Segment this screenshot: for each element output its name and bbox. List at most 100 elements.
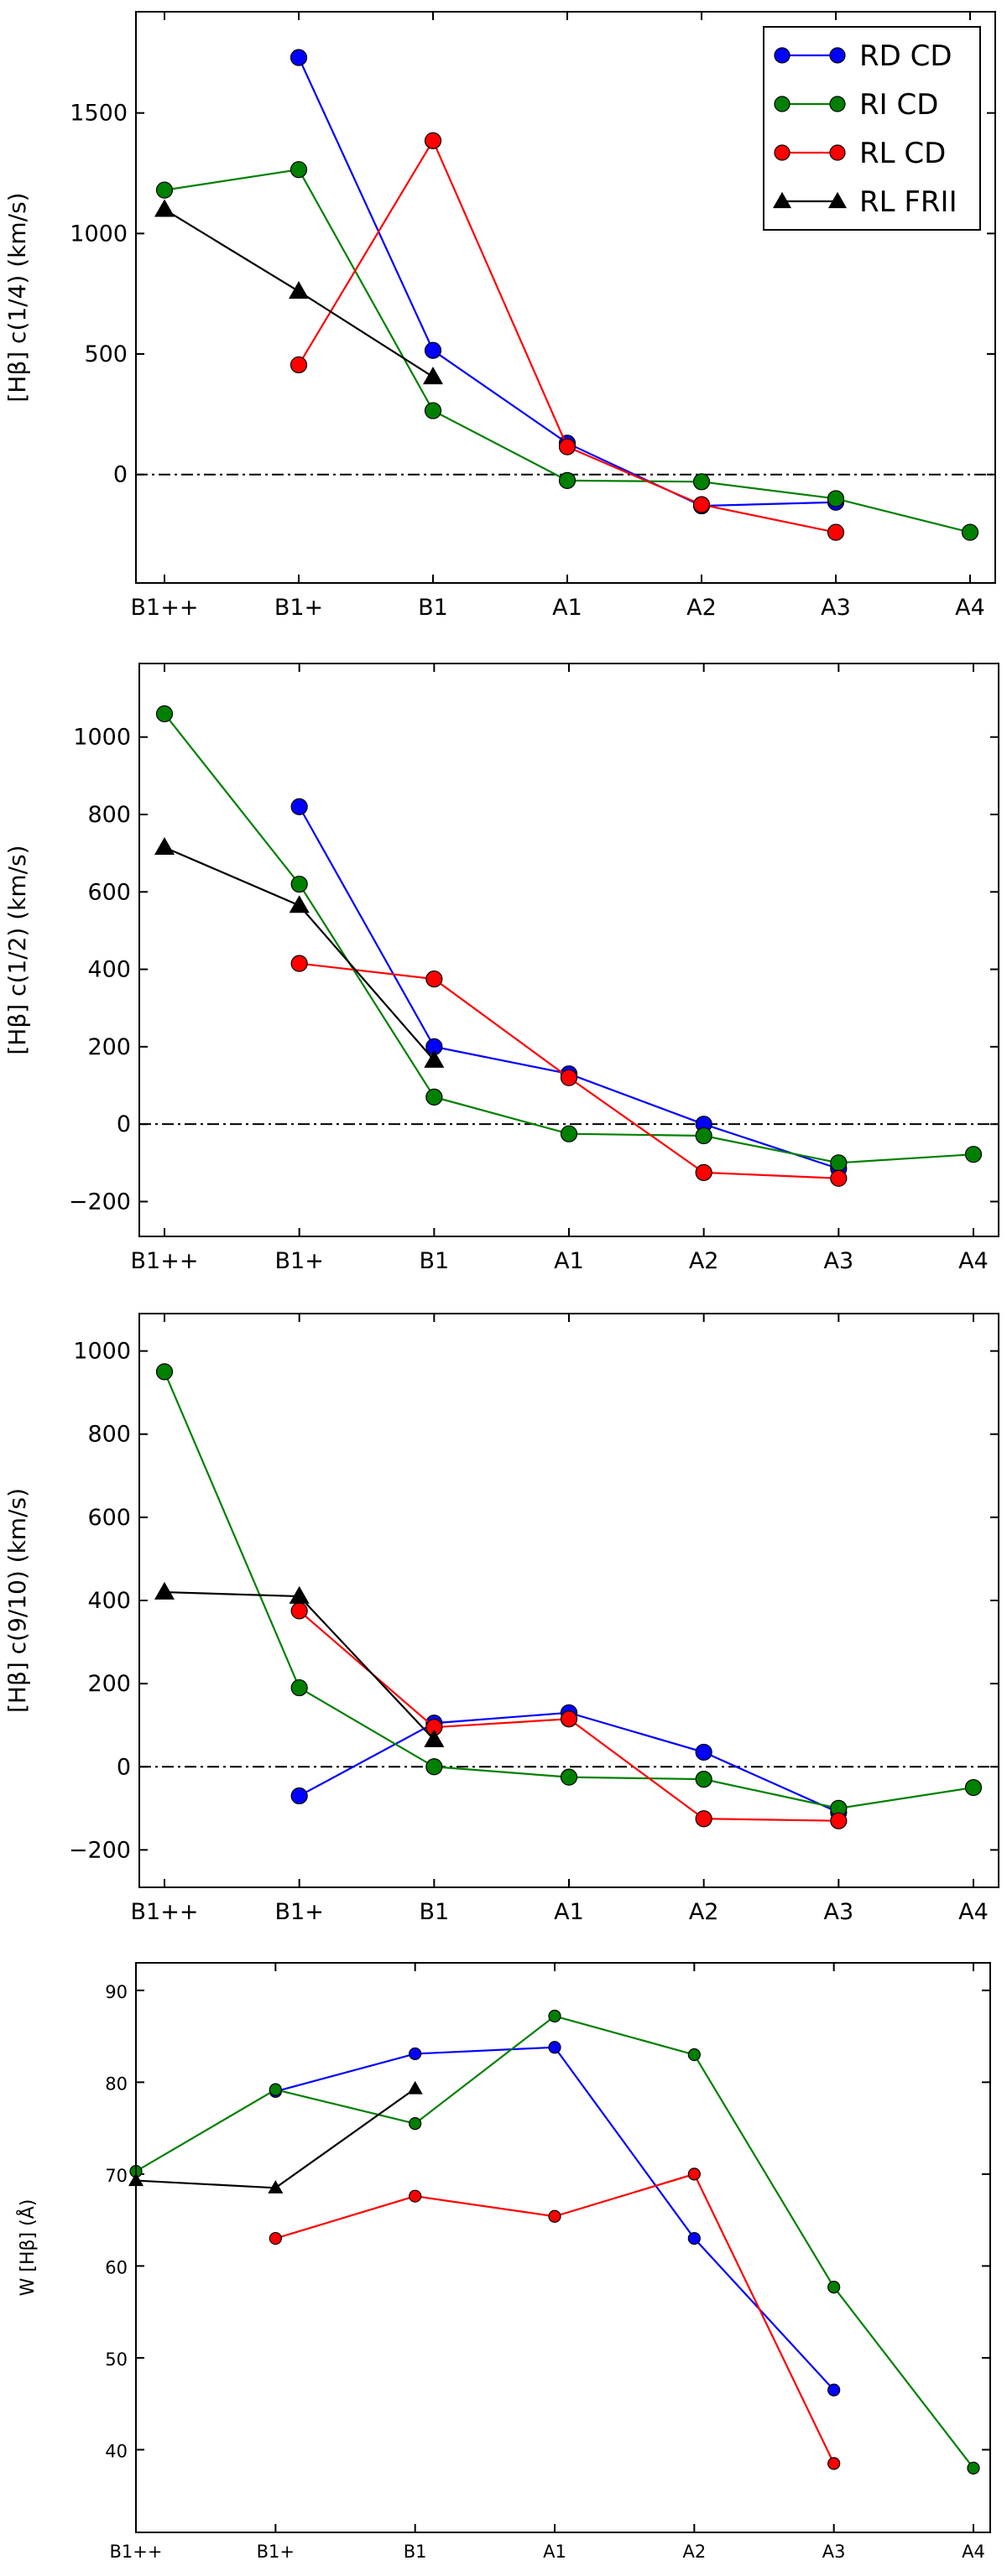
x-tick-label: B1++ [131,1248,199,1274]
data-point-rl-cd [830,1812,848,1829]
y-tick-label: 1000 [73,725,131,751]
data-point-rd-cd [687,2231,701,2246]
x-tick-label: A1 [543,2542,566,2562]
series-rl-frii [154,199,444,385]
data-point-ri-cd [830,1154,848,1172]
series-rl-cd [290,955,848,1187]
data-point-ri-cd [155,705,174,723]
data-point-rl-frii [424,1729,445,1747]
legend-label: RI CD [859,88,938,122]
panel-c910: −200 0 200 400 600 800 1000 B1++ B1+ B1 A1 A2 A3 A4 [H… [3,1313,999,1925]
series-rl-frii [154,1581,445,1747]
legend-marker [774,96,790,112]
y-axis-label: [Hβ] c(1/4) (km/s) [3,192,31,402]
x-tick-label: B1+ [275,1248,324,1274]
data-point-ri-cd [548,2009,561,2023]
data-point-ri-cd [269,2083,282,2096]
x-tick-label: B1 [419,1899,449,1925]
x-tick-label: B1 [404,2542,427,2562]
data-point-rl-cd [290,1602,308,1620]
y-tick-label: 90 [105,1982,128,2002]
data-point-rd-cd [290,798,308,815]
series-rd-cd [290,798,848,1178]
y-axis-label: [Hβ] c(1/2) (km/s) [3,845,31,1054]
y-tick-label: 600 [87,879,131,905]
data-point-rl-frii [424,1049,445,1068]
data-point-rd-cd [827,2383,841,2396]
data-point-rl-frii [288,281,310,299]
data-point-rl-frii [422,367,444,385]
data-point-ri-cd [560,1768,578,1786]
series-rl-cd [290,132,845,541]
plot-frame [138,1313,999,1888]
x-tick-label: A1 [554,1899,584,1925]
data-point-rl-cd [827,2457,841,2470]
data-point-rd-cd [548,2041,561,2054]
data-point-rl-cd [425,971,443,988]
series-ri-cd [129,2009,980,2475]
data-point-ri-cd [155,1363,174,1381]
y-tick-label: 500 [84,341,128,367]
y-tick-label: 400 [87,957,131,983]
data-point-ri-cd [558,471,577,489]
legend-marker [774,144,790,161]
data-point-ri-cd [425,1088,443,1106]
legend-marker [829,144,846,161]
panel-c12: −200 0 200 400 600 800 1000 B1++ B1+ B1 A1 A2 A3 A4 [H… [3,663,999,1274]
panel-c14: 0 500 1000 1500 B1++ B1+ B1 A1 A2 A3 A4 [Hβ] c(1/4)… [3,11,996,621]
x-tick-label: A4 [958,1899,989,1925]
data-point-rl-frii [289,1585,310,1604]
legend-label: RL FRII [859,185,957,219]
data-point-ri-cd [155,181,174,199]
x-tick-label: B1 [418,595,448,621]
data-point-rd-cd [409,2047,422,2061]
data-point-rd-cd [290,49,308,66]
data-point-ri-cd [687,2048,701,2062]
data-point-rl-frii [154,836,175,856]
x-tick-label: B1+ [274,595,323,621]
y-tick-label: 80 [105,2074,128,2094]
y-tick-label: −200 [69,1837,131,1863]
legend-marker [772,191,792,209]
y-tick-label: 800 [87,802,131,828]
y-tick-label: 1000 [70,221,128,247]
data-point-rl-cd [827,523,845,541]
series-line-ri-cd [135,2015,974,2469]
data-point-rl-cd [290,356,308,374]
series-rl-frii [128,2080,423,2194]
x-tick-label: A1 [554,1248,584,1274]
y-tick-label: −200 [69,1189,131,1215]
data-point-rl-cd [269,2231,282,2246]
y-tick-label: 0 [117,1111,131,1137]
data-point-rl-cd [695,1810,712,1828]
x-tick-label: B1+ [257,2542,295,2562]
data-point-ri-cd [964,1146,983,1163]
x-tick-label: A4 [958,1248,989,1274]
legend-box [763,26,981,231]
y-tick-label: 70 [105,2166,128,2186]
data-point-rl-cd [560,1710,578,1728]
data-point-rl-cd [692,496,711,513]
x-tick-label: A3 [821,595,851,621]
series-rl-frii [154,836,445,1068]
legend-marker [829,96,846,112]
data-point-ri-cd [964,1778,983,1797]
y-tick-label: 200 [87,1034,131,1060]
x-tick-label: A4 [955,595,985,621]
x-tick-label: A2 [682,2542,706,2562]
x-tick-label: B1+ [275,1899,324,1925]
x-tick-label: B1++ [131,1899,199,1925]
data-point-rl-frii [407,2080,423,2095]
y-tick-label: 0 [113,462,128,488]
y-tick-label: 1000 [73,1339,131,1365]
data-point-rl-cd [687,2167,701,2181]
y-tick-label: 60 [105,2257,128,2277]
series-line-rd-cd [299,1711,839,1814]
data-point-ri-cd [409,2117,422,2131]
x-tick-label: B1++ [110,2542,163,2562]
data-point-ri-cd [425,1758,443,1776]
data-point-rl-cd [560,1069,578,1086]
y-tick-label: 400 [87,1588,131,1614]
y-axis-label: [Hβ] c(9/10) (km/s) [3,1488,31,1713]
